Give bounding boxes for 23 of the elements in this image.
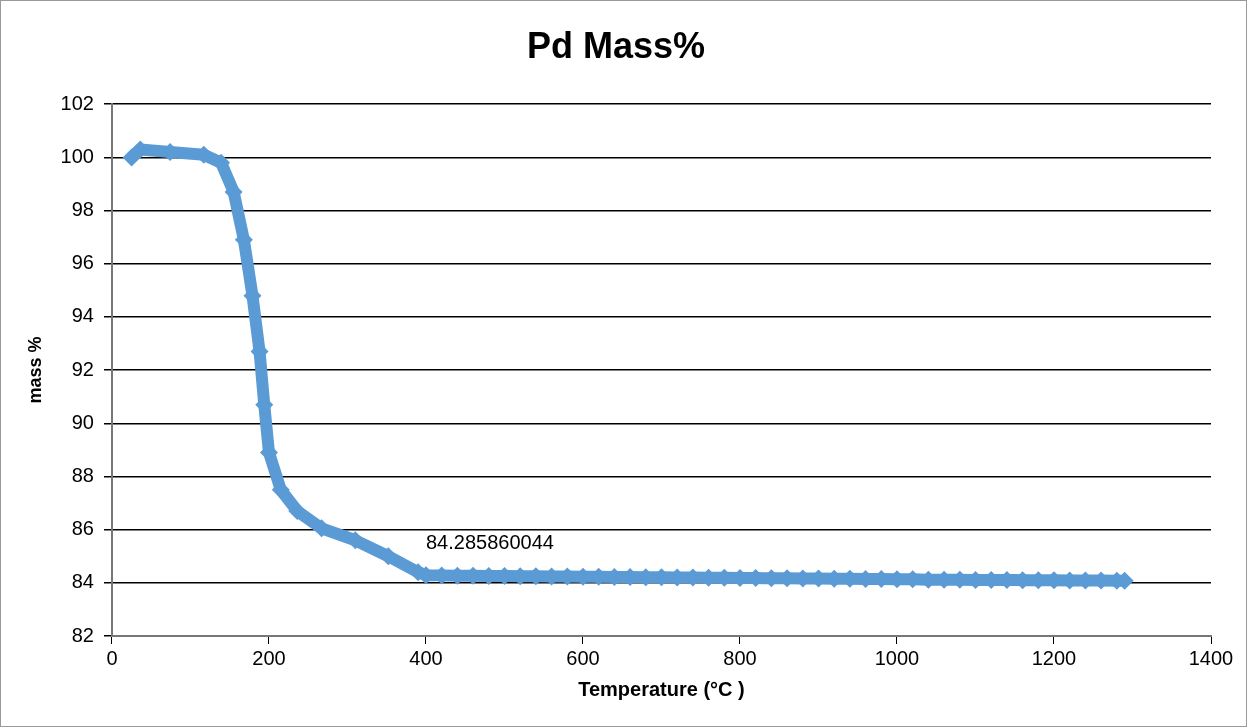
y-tick-label: 94 xyxy=(71,304,94,327)
y-tick-label: 86 xyxy=(71,517,94,540)
y-tick-label: 96 xyxy=(71,251,94,274)
y-tick-label: 102 xyxy=(60,91,94,114)
y-tick-label: 100 xyxy=(60,144,94,167)
x-axis-title: Temperature (°C ) xyxy=(578,677,745,700)
x-tick-label: 1400 xyxy=(1188,646,1234,669)
y-tick-label: 82 xyxy=(71,623,94,646)
chart-title: Pd Mass% xyxy=(526,24,706,66)
annotation: 84.285860044 xyxy=(425,530,554,553)
x-tick-label: 1200 xyxy=(1031,646,1077,669)
x-tick-label: 1000 xyxy=(874,646,920,669)
x-tick-label: 800 xyxy=(723,646,757,669)
x-tick-label: 0 xyxy=(106,646,118,669)
x-tick-label: 200 xyxy=(252,646,286,669)
x-tick-label: 600 xyxy=(566,646,600,669)
y-tick-label: 92 xyxy=(71,357,94,380)
x-tick-label: 400 xyxy=(409,646,443,669)
y-tick-label: 88 xyxy=(71,463,94,486)
y-tick-label: 90 xyxy=(71,410,94,433)
y-axis-title: mass % xyxy=(24,336,45,404)
y-tick-label: 98 xyxy=(71,198,94,221)
y-tick-label: 84 xyxy=(71,570,94,593)
